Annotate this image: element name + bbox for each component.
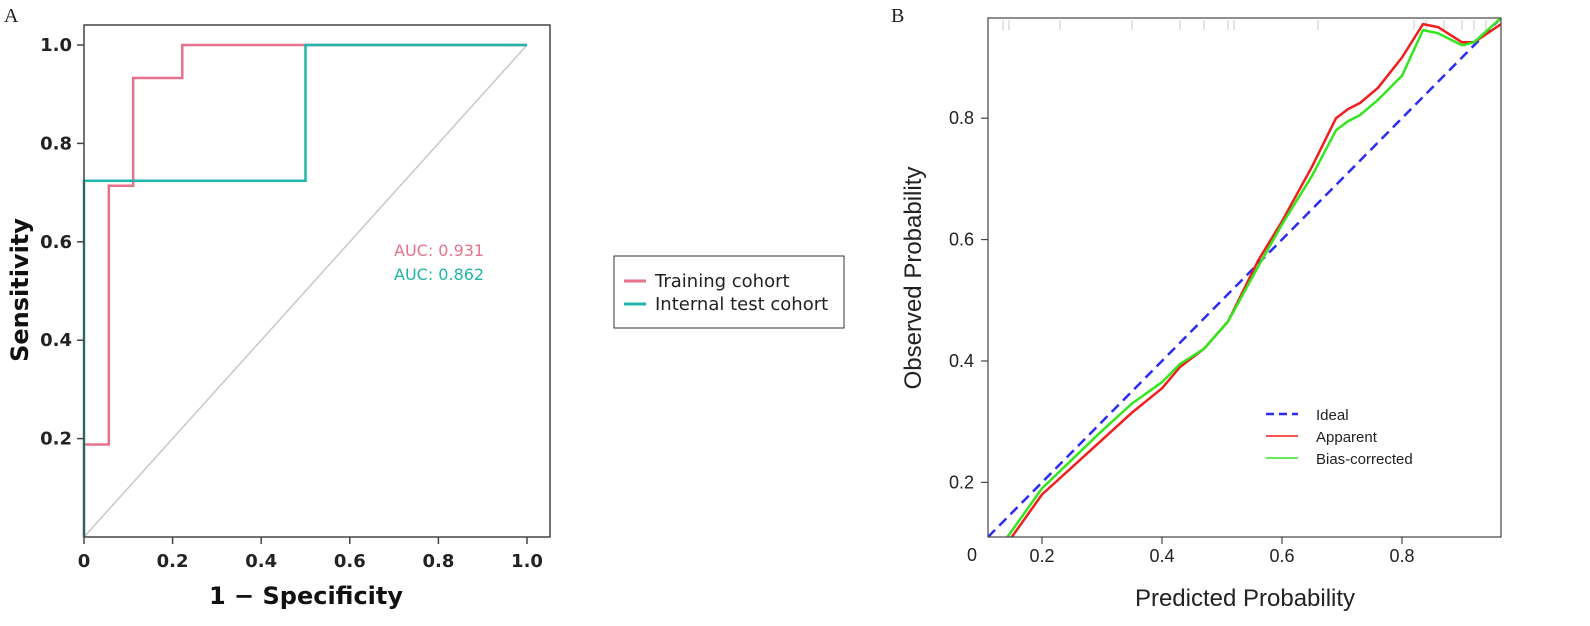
legend-apparent-label: Apparent <box>1316 429 1378 446</box>
cal-y-axis-title: Observed Probability <box>900 167 927 390</box>
legend-ideal-label: Ideal <box>1316 407 1349 424</box>
cal-x-tick-label: 0.6 <box>1269 546 1294 566</box>
roc-y-axis-title: Sensitivity <box>6 218 34 362</box>
legend-training-label: Training cohort <box>654 271 790 292</box>
roc-y-tick-label: 1.0 <box>40 35 72 56</box>
roc-x-tick-label: 1.0 <box>511 551 543 572</box>
calibration-series-group <box>988 18 1501 537</box>
calibration-bias-corrected-curve <box>1005 18 1501 537</box>
roc-x-tick-label: 0.6 <box>334 551 366 572</box>
roc-y-tick-label: 0.4 <box>40 330 72 351</box>
roc-x-tick-label: 0.8 <box>422 551 454 572</box>
roc-plot-frame <box>83 24 551 538</box>
legend-bias-corrected-label: Bias-corrected <box>1316 451 1413 468</box>
roc-legend-box <box>613 255 845 329</box>
cal-x-tick-label: 0.4 <box>1149 546 1174 566</box>
cal-y-tick-label: 0.4 <box>949 351 974 371</box>
cal-y-tick-label: 0.8 <box>949 108 974 128</box>
cal-origin-label: 0 <box>967 545 977 565</box>
legend-test-label: Internal test cohort <box>655 294 828 315</box>
roc-y-tick-label: 0.2 <box>40 429 72 450</box>
calibration-apparent-curve <box>1010 22 1501 537</box>
calibration-chart: 0.2 0.4 0.6 0.8 0.2 0.4 0.6 0.8 Predicted Proba… <box>900 17 1502 612</box>
auc-test-label: AUC: 0.862 <box>394 265 484 284</box>
calibration-plot-area: 0.2 0.4 0.6 0.8 0.2 0.4 0.6 0.8 <box>949 17 1502 566</box>
roc-legend: Training cohort Internal test cohort <box>613 255 845 329</box>
auc-training-label: AUC: 0.931 <box>394 241 484 260</box>
calibration-ideal-line <box>988 18 1501 537</box>
cal-y-tick-label: 0.6 <box>949 230 974 250</box>
roc-x-axis-title: 1 − Specificity <box>209 582 403 610</box>
cal-x-tick-label: 0.2 <box>1029 546 1054 566</box>
roc-y-tick-label: 0.6 <box>40 232 72 253</box>
cal-x-tick-label: 0.8 <box>1389 546 1414 566</box>
roc-chart: 0 0.2 0.4 0.6 0.8 1.0 0.2 0.4 0.6 0.8 1.0 1 − Spec… <box>6 24 551 610</box>
cal-y-tick-label: 0.2 <box>949 472 974 492</box>
panel-a-label: A <box>4 5 19 27</box>
roc-x-tick-label: 0.2 <box>157 551 189 572</box>
roc-curve-training <box>82 43 527 537</box>
panel-b-label: B <box>891 5 904 27</box>
roc-x-tick-label: 0 <box>78 551 91 572</box>
cal-x-axis-title: Predicted Probability <box>1135 585 1355 612</box>
roc-y-tick-label: 0.8 <box>40 133 72 154</box>
calibration-legend: Ideal Apparent Bias-corrected <box>1266 407 1413 468</box>
calibration-plot-frame <box>987 17 1502 538</box>
roc-reference-diagonal <box>83 44 528 538</box>
roc-plot-area: 0 0.2 0.4 0.6 0.8 1.0 0.2 0.4 0.6 0.8 1.0 <box>40 24 551 572</box>
roc-x-tick-label: 0.4 <box>245 551 277 572</box>
